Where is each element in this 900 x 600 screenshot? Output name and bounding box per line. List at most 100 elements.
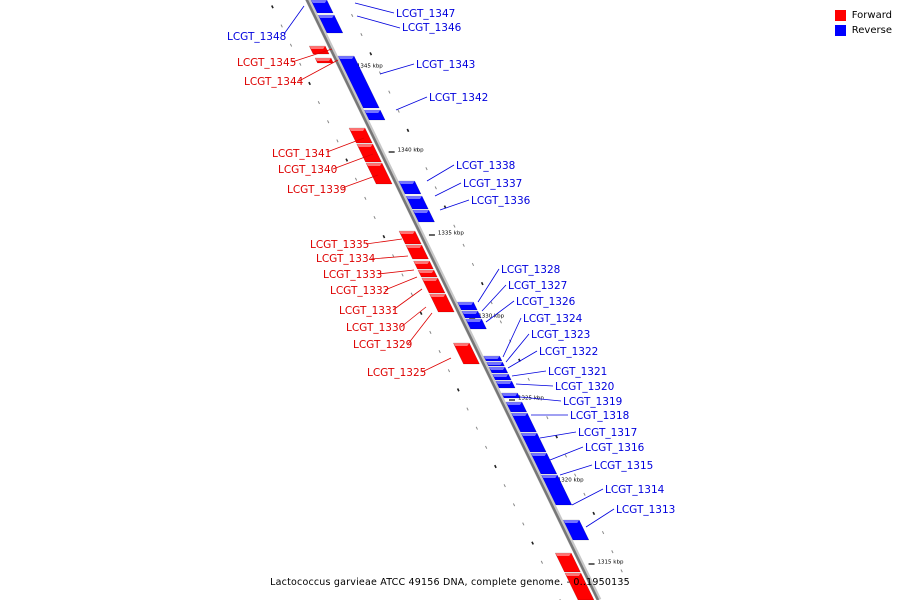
gene-block[interactable] — [564, 572, 595, 600]
gene-block[interactable] — [348, 127, 373, 144]
gene-block[interactable] — [540, 474, 573, 506]
gene-block[interactable] — [417, 269, 438, 278]
gene-label[interactable]: LCGT_1344 — [244, 76, 304, 88]
gene-arrow-LCGT_1321[interactable] — [491, 373, 512, 381]
gene-arrow-LCGT_1344[interactable] — [314, 57, 334, 64]
gene-label[interactable]: LCGT_1313 — [616, 504, 675, 516]
gene-arrow-LCGT_1314[interactable] — [540, 474, 573, 506]
gene-arrow-LCGT_1328[interactable] — [457, 301, 478, 311]
gene-arrow-LCGT_1336[interactable] — [412, 209, 435, 223]
gene-block[interactable] — [412, 209, 435, 223]
gene-block[interactable] — [488, 366, 509, 374]
gene-block[interactable] — [452, 342, 480, 365]
gene-block[interactable] — [356, 143, 382, 163]
gene-arrow-LCGT_1332[interactable] — [417, 269, 438, 278]
gene-label[interactable]: LCGT_1333 — [323, 269, 382, 281]
gene-arrow-LCGT_1337[interactable] — [405, 195, 429, 210]
gene-label[interactable]: LCGT_1315 — [594, 460, 653, 472]
gene-block[interactable] — [429, 293, 455, 313]
gene-label[interactable]: LCGT_1335 — [310, 239, 369, 251]
gene-label[interactable]: LCGT_1347 — [396, 8, 455, 20]
gene-block[interactable] — [554, 552, 581, 573]
gene-arrow-LCGT_1313[interactable] — [562, 519, 590, 541]
gene-arrow-LCGT_1333[interactable] — [413, 260, 434, 270]
gene-label[interactable]: LCGT_1317 — [578, 427, 637, 439]
gene-arrow-LCGT_1347[interactable] — [310, 0, 334, 14]
gene-label[interactable]: LCGT_1330 — [346, 322, 405, 334]
gene-arrow-LCGT_1326[interactable] — [465, 318, 487, 330]
gene-arrow-LCGT_1330[interactable] — [429, 293, 455, 313]
gene-label[interactable]: LCGT_1345 — [237, 57, 296, 69]
gene-block[interactable] — [398, 230, 422, 245]
gene-arrow-LCGT_1323[interactable] — [486, 361, 505, 367]
gene-label[interactable]: LCGT_1326 — [516, 296, 576, 308]
gene-block[interactable] — [483, 355, 503, 362]
gene-label[interactable]: LCGT_1322 — [539, 346, 598, 358]
gene-block[interactable] — [308, 45, 330, 55]
gene-arrow-LCGT_1315[interactable] — [530, 452, 558, 475]
gene-arrow-LCGT_1327[interactable] — [461, 310, 482, 319]
gene-block[interactable] — [314, 57, 334, 64]
gene-label[interactable]: LCGT_1324 — [523, 313, 583, 325]
gene-label[interactable]: LCGT_1323 — [531, 329, 590, 341]
gene-label[interactable]: LCGT_1316 — [585, 442, 645, 454]
gene-label[interactable]: LCGT_1325 — [367, 367, 426, 379]
gene-arrow-LCGT_1319[interactable] — [501, 392, 521, 399]
gene-arrow-LCGT_1335[interactable] — [398, 230, 422, 245]
gene-arrow-LCGT_1318[interactable] — [505, 401, 528, 413]
gene-block[interactable] — [363, 109, 386, 121]
gene-arrow-LCGT_1325[interactable] — [452, 342, 480, 365]
gene-arrow-LCGT_1322[interactable] — [488, 366, 509, 374]
gene-arrow-LCGT_1338[interactable] — [398, 180, 422, 195]
gene-label[interactable]: LCGT_1328 — [501, 264, 560, 276]
gene-arrow-LCGT_1324[interactable] — [483, 355, 503, 362]
gene-block[interactable] — [457, 301, 478, 311]
gene-arrow-LCGT_1331[interactable] — [421, 277, 446, 294]
gene-label[interactable]: LCGT_1319 — [563, 396, 622, 408]
gene-block[interactable] — [317, 14, 344, 34]
gene-arrow-LCGT_1345[interactable] — [308, 45, 330, 55]
gene-block[interactable] — [421, 277, 446, 294]
gene-label[interactable]: LCGT_1321 — [548, 366, 607, 378]
gene-label[interactable]: LCGT_1346 — [402, 22, 462, 34]
gene-label[interactable]: LCGT_1318 — [570, 410, 629, 422]
gene-block[interactable] — [520, 432, 547, 453]
gene-label[interactable]: LCGT_1343 — [416, 59, 475, 71]
gene-arrow-LCGT_1334[interactable] — [405, 244, 429, 260]
gene-label[interactable]: LCGT_1339 — [287, 184, 346, 196]
gene-label[interactable]: LCGT_1334 — [316, 253, 376, 265]
gene-arrow-LCGT_1342[interactable] — [363, 109, 386, 121]
gene-block[interactable] — [530, 452, 558, 475]
gene-arrow-LCGT_1317[interactable] — [510, 412, 537, 433]
gene-arrow-LCGT_1339[interactable] — [365, 162, 393, 185]
gene-arrow-LCGT_1346[interactable] — [317, 14, 344, 34]
gene-label[interactable]: LCGT_1314 — [605, 484, 665, 496]
gene-block[interactable] — [510, 412, 537, 433]
gene-arrow-bottom-forward-a[interactable] — [554, 552, 581, 573]
gene-label[interactable]: LCGT_1337 — [463, 178, 522, 190]
gene-label[interactable]: LCGT_1338 — [456, 160, 515, 172]
gene-label[interactable]: LCGT_1340 — [278, 164, 337, 176]
gene-block[interactable] — [337, 55, 380, 109]
gene-arrow-LCGT_1316[interactable] — [520, 432, 547, 453]
gene-label[interactable]: LCGT_1341 — [272, 148, 331, 160]
gene-label[interactable]: LCGT_1320 — [555, 381, 614, 393]
gene-arrow-LCGT_1343[interactable] — [337, 55, 380, 109]
gene-block[interactable] — [495, 380, 516, 389]
gene-block[interactable] — [491, 373, 512, 381]
gene-block[interactable] — [365, 162, 393, 185]
gene-label[interactable]: LCGT_1332 — [330, 285, 389, 297]
gene-label[interactable]: LCGT_1329 — [353, 339, 412, 351]
gene-label[interactable]: LCGT_1348 — [227, 31, 286, 43]
gene-arrow-LCGT_1341[interactable] — [348, 127, 373, 144]
gene-arrow-LCGT_1340[interactable] — [356, 143, 382, 163]
gene-block[interactable] — [486, 361, 505, 367]
gene-block[interactable] — [461, 310, 482, 319]
gene-label[interactable]: LCGT_1342 — [429, 92, 488, 104]
gene-label[interactable]: LCGT_1336 — [471, 195, 531, 207]
gene-block[interactable] — [413, 260, 434, 270]
gene-block[interactable] — [405, 195, 429, 210]
gene-block[interactable] — [501, 392, 521, 399]
gene-block[interactable] — [505, 401, 528, 413]
gene-label[interactable]: LCGT_1327 — [508, 280, 567, 292]
